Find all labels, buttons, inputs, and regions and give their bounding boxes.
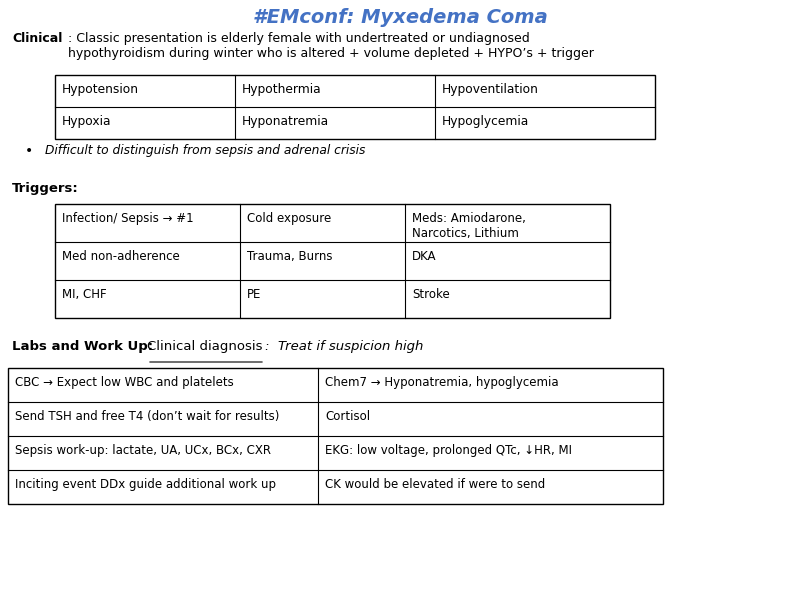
Text: :  Treat if suspicion high: : Treat if suspicion high — [265, 340, 423, 353]
Text: MI, CHF: MI, CHF — [62, 288, 106, 301]
Text: Hyponatremia: Hyponatremia — [242, 115, 329, 128]
Text: Hypothermia: Hypothermia — [242, 83, 322, 96]
Text: Meds: Amiodarone,
Narcotics, Lithium: Meds: Amiodarone, Narcotics, Lithium — [412, 212, 526, 240]
Text: Med non-adherence: Med non-adherence — [62, 250, 180, 263]
Text: •: • — [25, 144, 34, 158]
Text: DKA: DKA — [412, 250, 437, 263]
Text: Hypotension: Hypotension — [62, 83, 139, 96]
Text: Labs and Work Up:: Labs and Work Up: — [12, 340, 153, 353]
Text: : Classic presentation is elderly female with undertreated or undiagnosed
hypoth: : Classic presentation is elderly female… — [68, 32, 594, 60]
Text: CK would be elevated if were to send: CK would be elevated if were to send — [325, 478, 546, 491]
Text: Trauma, Burns: Trauma, Burns — [247, 250, 333, 263]
Text: Cortisol: Cortisol — [325, 410, 370, 423]
Bar — [55, 204, 610, 318]
Text: PE: PE — [247, 288, 262, 301]
Text: Sepsis work-up: lactate, UA, UCx, BCx, CXR: Sepsis work-up: lactate, UA, UCx, BCx, C… — [15, 444, 271, 457]
Text: Hypoglycemia: Hypoglycemia — [442, 115, 530, 128]
Text: Inciting event DDx guide additional work up: Inciting event DDx guide additional work… — [15, 478, 276, 491]
Text: CBC → Expect low WBC and platelets: CBC → Expect low WBC and platelets — [15, 376, 234, 389]
Bar — [8, 368, 663, 504]
Text: Difficult to distinguish from sepsis and adrenal crisis: Difficult to distinguish from sepsis and… — [45, 144, 366, 157]
Text: Send TSH and free T4 (don’t wait for results): Send TSH and free T4 (don’t wait for res… — [15, 410, 279, 423]
Text: Stroke: Stroke — [412, 288, 450, 301]
Text: Triggers:: Triggers: — [12, 182, 78, 195]
Bar — [55, 75, 655, 139]
Text: Cold exposure: Cold exposure — [247, 212, 331, 225]
Text: Chem7 → Hyponatremia, hypoglycemia: Chem7 → Hyponatremia, hypoglycemia — [325, 376, 558, 389]
Text: Hypoxia: Hypoxia — [62, 115, 111, 128]
Text: #EMconf: Myxedema Coma: #EMconf: Myxedema Coma — [253, 8, 547, 27]
Text: EKG: low voltage, prolonged QTc, ↓HR, MI: EKG: low voltage, prolonged QTc, ↓HR, MI — [325, 444, 572, 457]
Text: Infection/ Sepsis → #1: Infection/ Sepsis → #1 — [62, 212, 194, 225]
Text: Hypoventilation: Hypoventilation — [442, 83, 539, 96]
Text: Clinical diagnosis: Clinical diagnosis — [147, 340, 262, 353]
Text: Clinical: Clinical — [12, 32, 62, 45]
